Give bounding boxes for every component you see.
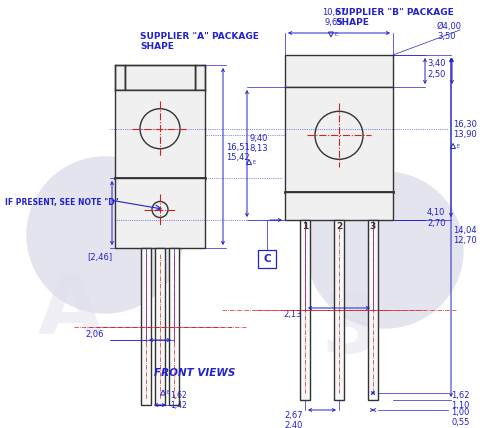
- Text: FRONT VIEWS: FRONT VIEWS: [154, 368, 236, 378]
- Bar: [300, 220, 310, 400]
- Text: E: E: [456, 143, 460, 149]
- Text: 10,67
9,65: 10,67 9,65: [322, 8, 346, 27]
- Text: 1,62
1,42: 1,62 1,42: [170, 391, 187, 410]
- Text: E: E: [334, 32, 338, 37]
- Text: 2,13: 2,13: [284, 310, 302, 319]
- Text: 2,67
2,40: 2,67 2,40: [284, 411, 303, 428]
- Bar: [155, 248, 165, 405]
- Bar: [195, 65, 205, 90]
- Circle shape: [307, 172, 463, 328]
- Text: 3: 3: [370, 222, 376, 231]
- Text: SUPPLIER "A" PACKAGE
SHAPE: SUPPLIER "A" PACKAGE SHAPE: [140, 32, 259, 51]
- Text: 2: 2: [336, 222, 342, 231]
- Text: 16,51
15,42: 16,51 15,42: [226, 143, 250, 162]
- Text: 1,62
1,10: 1,62 1,10: [451, 391, 469, 410]
- Text: 1: 1: [302, 222, 308, 231]
- Bar: [141, 248, 151, 405]
- Text: 2,06: 2,06: [85, 330, 103, 339]
- Text: [2,46]: [2,46]: [87, 253, 112, 262]
- Bar: [115, 178, 205, 248]
- Text: C: C: [263, 254, 271, 264]
- Text: 3: 3: [321, 289, 379, 371]
- Text: E: E: [252, 160, 256, 164]
- Bar: [285, 192, 393, 220]
- Text: IF PRESENT, SEE NOTE "D": IF PRESENT, SEE NOTE "D": [5, 198, 118, 207]
- Bar: [285, 55, 393, 87]
- Text: E: E: [166, 390, 170, 395]
- Text: 14,04
12,70: 14,04 12,70: [453, 226, 477, 245]
- Text: 4,10
2,70: 4,10 2,70: [427, 208, 446, 228]
- Bar: [258, 250, 276, 268]
- Bar: [334, 220, 344, 400]
- Bar: [285, 87, 393, 192]
- Text: 1,00
0,55: 1,00 0,55: [451, 408, 469, 428]
- Bar: [115, 65, 125, 90]
- Bar: [125, 65, 195, 90]
- Text: 3,40
2,50: 3,40 2,50: [427, 59, 446, 79]
- Bar: [169, 248, 179, 405]
- Text: A: A: [38, 270, 102, 351]
- Text: 9,40
8,13: 9,40 8,13: [249, 134, 268, 153]
- Text: Ø4,00
3,50: Ø4,00 3,50: [437, 22, 462, 42]
- Text: SUPPLIER "B" PACKAGE
SHAPE: SUPPLIER "B" PACKAGE SHAPE: [335, 8, 454, 27]
- Circle shape: [27, 157, 183, 313]
- Bar: [368, 220, 378, 400]
- Text: 16,30
13,90: 16,30 13,90: [453, 120, 477, 139]
- Bar: [115, 90, 205, 178]
